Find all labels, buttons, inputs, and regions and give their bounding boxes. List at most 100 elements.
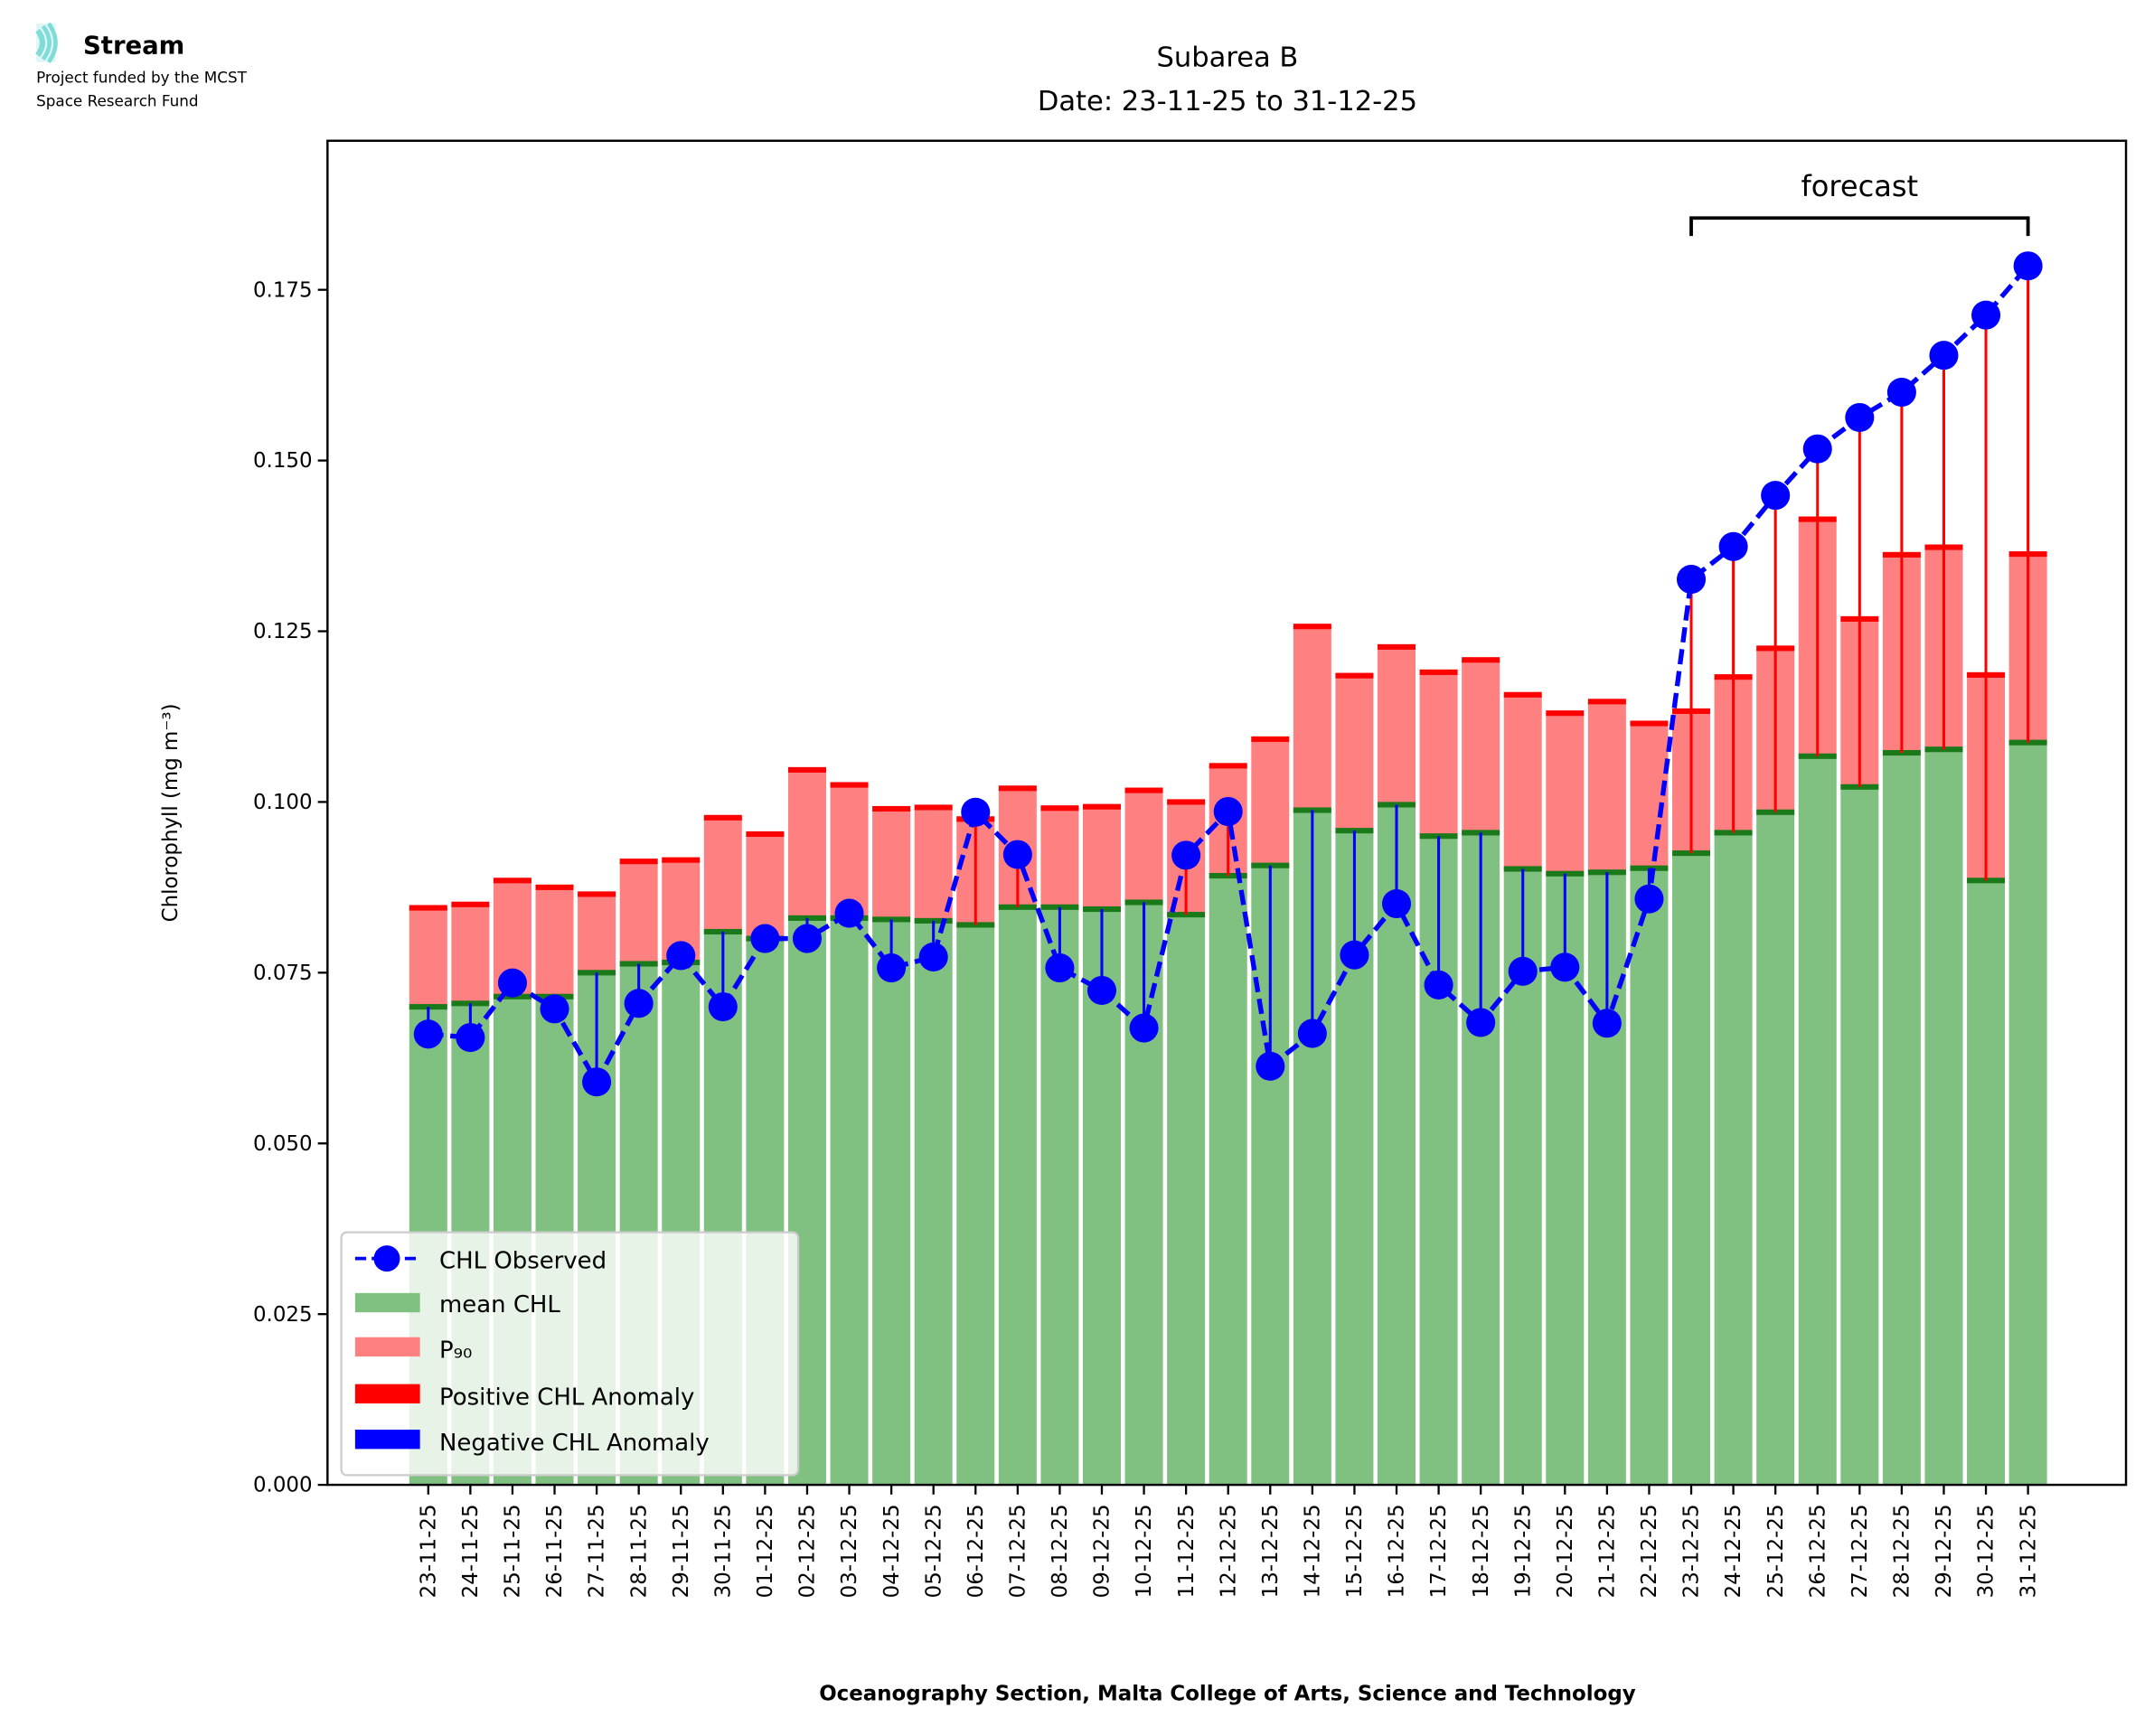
- stream-logo: Stream Project funded by the MCST Space …: [35, 22, 248, 110]
- p90-cap: [1040, 805, 1079, 812]
- x-tick-label: 06-12-25: [964, 1504, 988, 1598]
- x-tick-label: 11-12-25: [1175, 1504, 1199, 1598]
- y-tick-label: 0.125: [253, 620, 313, 643]
- mean-bar: [1630, 868, 1669, 1486]
- observed-point: [1676, 565, 1707, 595]
- observed-point: [1592, 1009, 1622, 1038]
- observed-point: [1256, 1051, 1285, 1081]
- observed-point: [1971, 300, 2001, 330]
- x-tick-label: 26-12-25: [1806, 1504, 1829, 1598]
- legend: CHL Observed mean CHL P₉₀ Positive CHL A…: [340, 1231, 800, 1477]
- x-tick-label: 01-12-25: [754, 1504, 777, 1598]
- observed-point: [1802, 434, 1832, 464]
- x-tick-label: 24-12-25: [1722, 1504, 1745, 1598]
- p90-bar: [1082, 806, 1121, 910]
- y-tick-label: 0.100: [253, 791, 313, 814]
- x-tick-label: 18-12-25: [1470, 1504, 1493, 1598]
- x-tick-label: 17-12-25: [1427, 1504, 1451, 1598]
- x-tick-label: 27-11-25: [586, 1504, 609, 1598]
- legend-label: Positive CHL Anomaly: [439, 1384, 694, 1412]
- observed-point: [497, 968, 527, 998]
- x-tick-label: 10-12-25: [1133, 1504, 1156, 1598]
- x-tick-label: 20-12-25: [1554, 1504, 1577, 1598]
- y-tick-label: 0.000: [253, 1474, 313, 1497]
- mean-bar: [1924, 749, 1963, 1486]
- x-tick-label: 03-12-25: [838, 1504, 861, 1598]
- p90-cap: [1293, 624, 1331, 630]
- x-tick-label: 07-12-25: [1006, 1504, 1030, 1598]
- mean-bar: [830, 917, 869, 1486]
- p90-cap: [1082, 803, 1121, 810]
- x-tick-label: 31-12-25: [2017, 1504, 2040, 1598]
- p90-cap: [662, 857, 701, 863]
- x-tick-label: 04-12-25: [880, 1504, 904, 1598]
- observed-point: [708, 992, 738, 1022]
- y-axis-label: Chlorophyll (mg m⁻³): [159, 703, 183, 922]
- p90-bar: [1293, 626, 1331, 811]
- forecast-label: forecast: [1801, 169, 1919, 203]
- p90-bar: [1630, 723, 1669, 868]
- y-tick-label: 0.150: [253, 449, 313, 473]
- p90-cap: [578, 891, 616, 897]
- observed-point: [750, 924, 780, 953]
- observed-point: [540, 994, 569, 1024]
- p90-cap: [1462, 657, 1500, 663]
- p90-bar: [830, 784, 869, 918]
- stream-waves-icon: [35, 22, 58, 64]
- x-axis-label: Oceanography Section, Malta College of A…: [819, 1682, 1636, 1705]
- mean-bar: [872, 919, 911, 1486]
- legend-item-negative: Negative CHL Anomaly: [354, 1430, 710, 1457]
- x-tick-label: 29-11-25: [670, 1504, 693, 1598]
- observed-point: [1886, 377, 1916, 408]
- p90-cap: [1209, 763, 1247, 769]
- observed-point: [792, 924, 822, 953]
- legend-label: P₉₀: [439, 1337, 472, 1365]
- logo-funding-line1: Project funded by the MCST: [36, 69, 248, 87]
- x-tick-label: 24-11-25: [459, 1504, 483, 1598]
- observed-point: [1381, 888, 1412, 919]
- p90-bar: [703, 817, 742, 932]
- legend-label: CHL Observed: [439, 1247, 607, 1274]
- mean-cap: [1378, 802, 1416, 808]
- observed-point: [413, 1019, 443, 1049]
- observed-point: [1718, 531, 1748, 561]
- p90-bar: [1546, 713, 1585, 874]
- p90-cap: [1587, 699, 1626, 705]
- mean-bar: [1082, 909, 1121, 1486]
- p90-bar: [619, 861, 658, 964]
- observed-point: [1761, 481, 1791, 511]
- p90-cap: [1630, 720, 1669, 727]
- observed-point: [1340, 940, 1369, 970]
- p90-bar: [914, 807, 953, 921]
- p90-bar: [787, 769, 826, 918]
- observed-point: [1045, 953, 1075, 983]
- legend-item-mean: mean CHL: [354, 1291, 560, 1318]
- p90-cap: [1546, 710, 1585, 717]
- observed-point: [456, 1023, 485, 1053]
- observed-point: [834, 898, 864, 928]
- mean-bar: [1714, 832, 1753, 1486]
- chart-subtitle: Date: 23-11-25 to 31-12-25: [1038, 86, 1417, 117]
- observed-point: [1129, 1013, 1159, 1043]
- mean-bar: [1040, 906, 1079, 1486]
- p90-bar: [1462, 660, 1500, 833]
- p90-bar: [451, 904, 490, 1004]
- x-tick-label: 09-12-25: [1091, 1504, 1115, 1598]
- legend-item-observed: CHL Observed: [354, 1245, 607, 1274]
- x-tick-label: 28-11-25: [627, 1504, 651, 1598]
- x-tick-label: 30-11-25: [711, 1504, 735, 1598]
- p90-bar: [1335, 675, 1374, 831]
- p90-bar: [578, 894, 616, 973]
- observed-point: [1550, 952, 1580, 982]
- mean-bar: [1967, 880, 2006, 1486]
- p90-bar: [746, 833, 785, 939]
- p90-cap: [703, 814, 742, 821]
- x-tick-label: 02-12-25: [796, 1504, 820, 1598]
- observed-point: [961, 797, 991, 827]
- y-tick-label: 0.175: [253, 278, 313, 302]
- p90-bar: [1124, 790, 1163, 903]
- observed-point: [1466, 1008, 1496, 1037]
- p90-bar: [1503, 694, 1542, 869]
- x-tick-label: 12-12-25: [1217, 1504, 1240, 1598]
